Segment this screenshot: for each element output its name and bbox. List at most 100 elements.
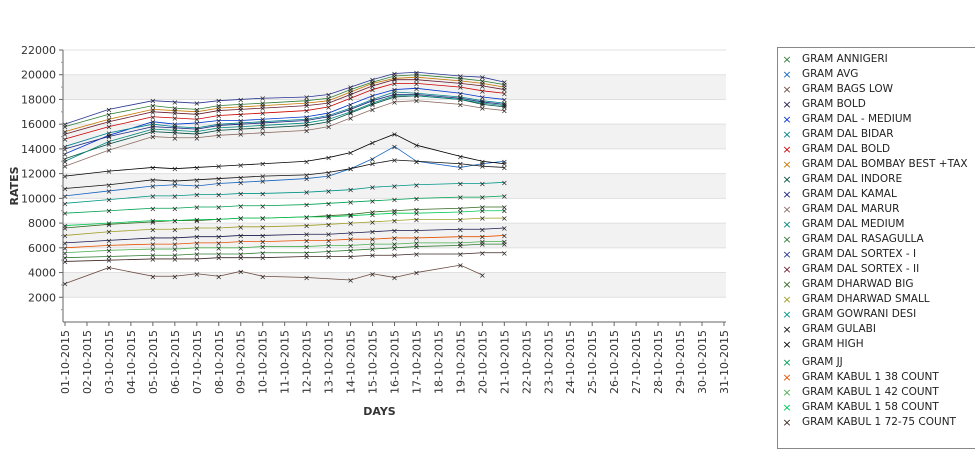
legend-item: × GRAM DAL MARUR: [778, 202, 899, 217]
data-point: ×: [150, 225, 157, 234]
x-tick-label: 23-10-2015: [542, 330, 555, 394]
data-point: ×: [237, 223, 244, 232]
data-point: ×: [193, 108, 200, 117]
data-point: ×: [369, 240, 376, 249]
data-point: ×: [369, 79, 376, 88]
data-point: ×: [501, 163, 508, 172]
data-point: ×: [106, 252, 113, 261]
data-point: ×: [150, 125, 157, 134]
data-point: ×: [325, 97, 332, 106]
data-point: ×: [215, 120, 222, 129]
x-tick-label: 04-10-2015: [125, 330, 138, 394]
x-axis-title: DAYS: [363, 405, 396, 418]
series-line: [64, 217, 505, 236]
data-point: ×: [215, 97, 222, 106]
data-point: ×: [62, 249, 69, 258]
legend-marker-icon: ×: [782, 68, 792, 81]
legend-item: × GRAM HIGH: [778, 337, 863, 352]
data-point: ×: [457, 100, 464, 109]
legend-label: GRAM KABUL 1 38 COUNT: [802, 371, 939, 383]
data-point: ×: [215, 131, 222, 140]
data-point: ×: [347, 86, 354, 95]
data-point: ×: [150, 113, 157, 122]
data-point: ×: [106, 110, 113, 119]
data-point: ×: [325, 236, 332, 245]
legend-marker-icon: ×: [782, 188, 792, 201]
legend-label: GRAM ANNIGERI: [802, 53, 888, 65]
data-point: ×: [303, 97, 310, 106]
data-point: ×: [501, 102, 508, 111]
data-point: ×: [150, 108, 157, 117]
x-tick-label: 26-10-2015: [608, 330, 621, 394]
data-point: ×: [237, 110, 244, 119]
grid-band: [63, 50, 726, 75]
data-point: ×: [325, 212, 332, 221]
data-point: ×: [237, 119, 244, 128]
data-point: ×: [325, 252, 332, 261]
legend-marker-icon: ×: [782, 278, 792, 291]
data-point: ×: [391, 217, 398, 226]
data-point: ×: [501, 107, 508, 116]
data-point: ×: [325, 91, 332, 100]
data-point: ×: [193, 217, 200, 226]
data-point: ×: [237, 238, 244, 247]
data-point: ×: [391, 207, 398, 216]
data-point: ×: [303, 99, 310, 108]
data-point: ×: [171, 124, 178, 133]
data-point: ×: [347, 229, 354, 238]
data-point: ×: [369, 218, 376, 227]
data-point: ×: [501, 203, 508, 212]
data-point: ×: [391, 209, 398, 218]
data-point: ×: [62, 222, 69, 231]
data-point: ×: [106, 118, 113, 127]
data-point: ×: [347, 210, 354, 219]
x-tick-label: 22-10-2015: [520, 330, 533, 394]
data-point: ×: [150, 105, 157, 114]
legend-item: × GRAM KABUL 1 72-75 COUNT: [778, 415, 956, 430]
data-point: ×: [106, 220, 113, 229]
data-point: ×: [193, 105, 200, 114]
x-tick-label: 02-10-2015: [81, 330, 94, 394]
legend-item: × GRAM JJ: [778, 355, 842, 370]
data-point: ×: [391, 88, 398, 97]
data-point: ×: [259, 118, 266, 127]
data-point: ×: [215, 215, 222, 224]
x-tick-label: 21-10-2015: [498, 330, 511, 394]
data-point: ×: [215, 191, 222, 200]
legend-label: GRAM DAL MARUR: [802, 203, 900, 215]
data-point: ×: [150, 120, 157, 129]
data-point: ×: [369, 235, 376, 244]
data-point: ×: [413, 234, 420, 243]
series-gram-gulabi: × ×× × × × × × × × ×× × × × × ×: [62, 156, 508, 193]
data-point: ×: [259, 177, 266, 186]
data-point: ×: [215, 162, 222, 171]
data-point: ×: [171, 126, 178, 135]
data-point: ×: [215, 116, 222, 125]
data-point: ×: [62, 157, 69, 166]
data-point: ×: [457, 83, 464, 92]
data-point: ×: [325, 154, 332, 163]
data-point: ×: [501, 100, 508, 109]
data-point: ×: [479, 214, 486, 223]
data-point: ×: [237, 105, 244, 114]
series-gram-avg: ××× × × × × × × ×××××× × ×: [62, 142, 508, 200]
data-point: ×: [391, 76, 398, 85]
legend-marker-icon: ×: [782, 293, 792, 306]
data-point: ×: [413, 92, 420, 101]
y-tick-label: 22000: [21, 44, 56, 57]
data-point: ×: [215, 126, 222, 135]
legend-marker-icon: ×: [782, 338, 792, 351]
data-point: ×: [259, 202, 266, 211]
series-gram-kabul-1-58-count: × × × × × × × × × × × × × × × × ×: [62, 207, 508, 231]
data-point: ×: [215, 215, 222, 224]
x-tick-label: 15-10-2015: [367, 330, 380, 394]
series-gram-dal-medium: ×××××××××××××××××: [62, 92, 508, 167]
y-tick-label: 10000: [21, 192, 56, 205]
data-point: ×: [237, 116, 244, 125]
data-point: ×: [150, 251, 157, 260]
data-point: ×: [413, 76, 420, 85]
data-point: ×: [106, 137, 113, 146]
series-line: [64, 82, 505, 140]
series-line: [64, 210, 505, 226]
legend-marker-icon: ×: [782, 371, 792, 384]
